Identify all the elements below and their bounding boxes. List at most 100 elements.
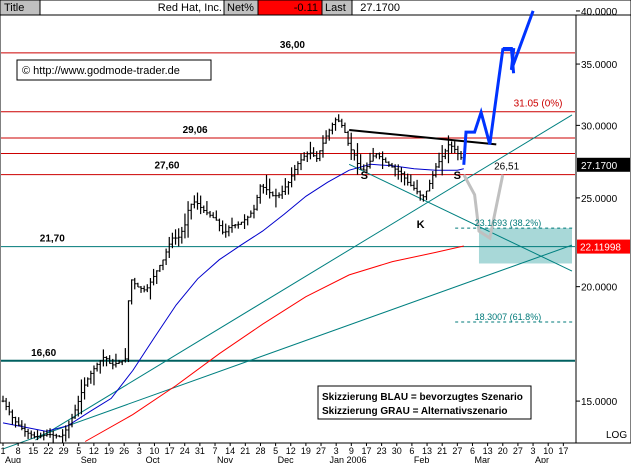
x-month-label: Aug [5,455,21,463]
level-labels: 36,00 31.05 (0%) 29,06 26,51 21,70 16,60 27,60… [31,40,562,359]
x-tick-label: 5 [76,446,81,456]
y-tick-label: 40.0000 [581,7,618,18]
y-tick-label: 35.0000 [581,60,618,71]
trend-line [2,244,573,450]
level-label: 27,60 [154,161,179,172]
x-tick-label: 7 [213,446,218,456]
horizontal-levels [1,52,575,362]
x-tick-label: 29 [59,446,69,456]
x-month-label: Oct [146,455,161,463]
trend-lines [2,114,573,450]
x-tick-label: 5 [273,446,278,456]
x-month-label: Dec [278,455,295,463]
x-axis: 1 8 15 22 29 5 12 19 26 3 10 17 24 31 7 14 21 28 5 12 19 27 3 9… [0,430,627,463]
x-tick-label: 17 [361,446,371,456]
x-tick-label: 14 [225,446,235,456]
x-tick-label: 13 [422,446,432,456]
pattern-label: S [454,170,461,182]
blue-scenario-arrow [502,47,516,74]
fib-label: 18.3007 (61.8%) [475,312,542,322]
x-tick-label: 31 [195,446,205,456]
moving-average-long [84,245,464,442]
y-tick-label: 25.0000 [581,194,618,205]
neckline [349,129,497,146]
x-month-label: Feb [414,455,430,463]
x-month-label: Apr [535,455,549,463]
x-tick-label: 6 [470,446,475,456]
x-tick-label: 27 [513,446,523,456]
x-tick-label: 1 [0,446,5,456]
x-tick-label: 21 [437,446,447,456]
level-badge [577,239,630,254]
last-price-label: 27.1700 [581,161,618,172]
copyright-box: © http://www.godmode-trader.de [16,59,212,81]
y-tick-label: 15.0000 [581,397,618,408]
last-price-badge [577,157,630,172]
level-label: 31.05 (0%) [514,99,563,110]
x-tick-label: 10 [543,446,553,456]
level-label: 29,06 [183,125,208,136]
x-tick-label: 23 [377,446,387,456]
instrument-name: Red Hat, Inc. [158,2,222,14]
y-axis: 40.0000 35.0000 30.0000 25.0000 20.0000 15.00… [576,7,630,408]
x-tick-label: 8 [16,446,21,456]
x-tick-label: 21 [240,446,250,456]
x-tick-label: 6 [409,446,414,456]
x-tick-label: 19 [104,446,114,456]
x-tick-label: 3 [531,446,536,456]
x-tick-label: 3 [334,446,339,456]
header-bar: Title Red Hat, Inc. Net% -0.11 Last 27.1… [0,0,631,16]
x-tick-label: 20 [498,446,508,456]
x-month-label: Sep [81,455,97,463]
moving-averages [2,163,464,442]
pattern-label: K [417,219,425,231]
trend-line [348,163,573,272]
price-series [1,114,463,444]
x-tick-label: 26 [119,446,129,456]
x-month-label: Mar [474,455,490,463]
x-tick-label: 24 [180,446,190,456]
x-tick-label: 12 [286,446,296,456]
legend-blue: Skizzierung BLAU = bevorzugtes Szenario [322,392,523,403]
copyright-text: © http://www.godmode-trader.de [22,65,180,77]
net-label: Net% [227,2,254,14]
last-value: 27.1700 [360,2,400,14]
x-tick-label: 10 [149,446,159,456]
moving-average-short [2,163,464,432]
trend-line [35,114,573,441]
x-tick-label: 27 [452,446,462,456]
pattern-label: S [361,170,368,182]
y-tick-label: 20.0000 [581,283,618,294]
title-label: Title [4,2,24,14]
level-label: 21,70 [40,234,65,245]
level-label: 26,51 [494,162,519,173]
level-label: 36,00 [280,40,305,51]
x-tick-label: 28 [255,446,265,456]
y-axis-panel [575,14,631,444]
x-tick-label: 17 [558,446,568,456]
y-tick-label: 30.0000 [581,121,618,132]
net-value: -0.11 [294,2,318,14]
fib-label: 23.1693 (38.2%) [475,218,542,228]
x-tick-label: 22 [43,446,53,456]
log-scale-label: LOG [606,430,627,441]
level-badge-label: 22.11998 [580,243,621,254]
scenario-legend: Skizzierung BLAU = bevorzugtes Szenario … [317,385,532,420]
x-tick-label: 3 [137,446,142,456]
last-label: Last [325,2,346,14]
legend-grey: Skizzierung GRAU = Alternativszenario [322,406,508,417]
grey-scenario-path [462,173,505,241]
x-tick-label: 12 [89,446,99,456]
x-tick-label: 9 [349,446,354,456]
x-tick-label: 15 [28,446,38,456]
scenario-sketches [462,10,535,241]
x-tick-label: 30 [392,446,402,456]
x-tick-label: 27 [316,446,326,456]
x-tick-label: 17 [165,446,175,456]
x-tick-label: 19 [301,446,311,456]
level-label: 16,60 [31,348,56,359]
x-month-label: Nov [217,455,234,463]
x-month-label: Jan 2006 [330,455,367,463]
x-tick-label: 13 [483,446,493,456]
